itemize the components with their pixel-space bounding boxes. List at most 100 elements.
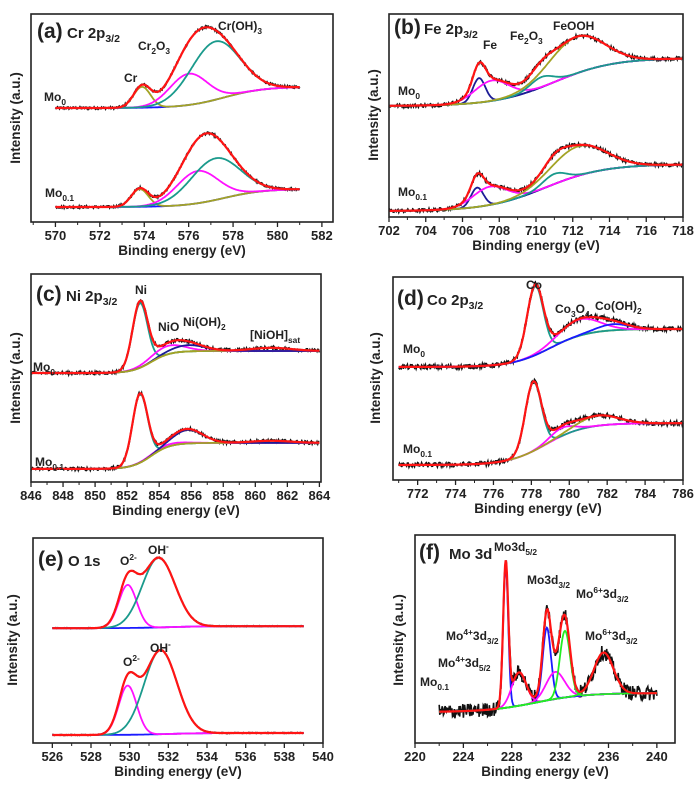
- x-tick-label: 530: [119, 749, 141, 764]
- background-line: [398, 422, 683, 466]
- x-tick-label: 850: [84, 488, 106, 503]
- peak-annotation-part: 2: [524, 36, 529, 46]
- peak-annotation-part: Mo3d: [527, 573, 558, 587]
- peak-annotation-part: 3d: [473, 629, 487, 643]
- plot-frame: [30, 13, 334, 223]
- plot-frame: [30, 273, 322, 483]
- sample-label-part: Mo: [403, 342, 420, 356]
- spectra: [54, 24, 301, 211]
- x-tick-label: 852: [116, 488, 138, 503]
- sample-label-part: Mo: [45, 186, 62, 200]
- x-tick-label: 782: [596, 486, 618, 501]
- peak-annotation-part: 3d: [465, 656, 479, 670]
- fit-line: [52, 649, 304, 737]
- x-tick-label: 532: [157, 749, 179, 764]
- panel-e: 526 528 530 532 534 536 538 540 Binding energy (…: [5, 537, 334, 779]
- spectra: [52, 556, 304, 737]
- sample-label-part: 0: [61, 97, 66, 107]
- peak-annotation-part: Mo: [576, 587, 593, 601]
- x-tick-label: 534: [196, 749, 218, 764]
- experimental-data-line: [30, 390, 320, 473]
- peak-annotation-part: 3: [538, 36, 543, 46]
- fit-line: [398, 380, 683, 467]
- panel-title: Cr 2p3/2: [67, 25, 120, 45]
- x-tick-label: 526: [41, 749, 63, 764]
- experimental-data-line: [52, 649, 304, 737]
- x-tick-label: 576: [178, 228, 200, 243]
- sample-label-part: 0.1: [415, 192, 427, 202]
- x-axis-title: Binding energy (eV): [481, 764, 609, 779]
- peak-annotation-part: 2-: [132, 653, 140, 663]
- peak-annotation: Mo3d3/2: [527, 573, 570, 590]
- peak-annotation-part: Co: [555, 302, 571, 316]
- x-tick-label: 536: [235, 749, 257, 764]
- peak-annotation-part: O: [576, 302, 585, 316]
- peak-annotation-part: sat: [288, 335, 300, 345]
- fit-line: [31, 299, 320, 375]
- peak-annotation-part: Cr: [138, 39, 152, 53]
- peak-annotation: [NiOH]sat: [250, 328, 300, 345]
- x-tick-label: 702: [378, 223, 400, 238]
- component-line: [52, 684, 304, 736]
- sample-label-part: 0: [420, 349, 425, 359]
- y-axis-title: Intensity (a.u.): [8, 332, 23, 424]
- sample-label: Mo0: [403, 342, 425, 359]
- peak-annotation-part: 3/2: [487, 636, 499, 646]
- peak-annotation-part: Co(OH): [595, 299, 637, 313]
- plot-frame: [388, 13, 684, 218]
- panel-title-part: 3/2: [469, 300, 484, 312]
- peak-annotation-part: -: [168, 639, 171, 649]
- peak-annotation-part: OH: [148, 543, 166, 557]
- peak-annotation-part: Mo: [446, 629, 463, 643]
- peak-annotation-part: 3d: [603, 587, 617, 601]
- panel-title-part: Ni 2p: [66, 288, 103, 305]
- peak-annotation: Fe: [483, 38, 497, 52]
- sample-label-part: Mo: [398, 84, 415, 98]
- component-line: [389, 34, 683, 107]
- panel-title: Ni 2p3/2: [66, 288, 117, 308]
- peak-annotation-part: -: [166, 541, 169, 551]
- x-tick-label: 706: [452, 223, 474, 238]
- sample-label-part: Mo: [420, 675, 437, 689]
- peak-annotation-part: Fe: [510, 29, 524, 43]
- peak-annotation: O2-: [120, 552, 137, 568]
- component-line: [389, 163, 684, 212]
- peak-annotation-part: 4+: [463, 627, 473, 637]
- x-tick-label: 570: [45, 228, 67, 243]
- peak-annotation-part: Co: [526, 278, 542, 292]
- peak-annotation: Co: [526, 278, 542, 292]
- fit-line: [31, 392, 320, 470]
- spectra: [30, 298, 321, 473]
- panel-title-part: Mo 3d: [449, 546, 492, 563]
- x-tick-label: 582: [311, 228, 333, 243]
- background-line: [31, 442, 320, 470]
- y-axis-title: Intensity (a.u.): [5, 594, 20, 686]
- fit-line: [439, 560, 657, 713]
- peak-annotation-part: Mo: [438, 656, 455, 670]
- sample-label-part: 0.1: [52, 462, 64, 472]
- peak-annotation-part: Ni(OH): [183, 315, 221, 329]
- fit-line: [398, 283, 683, 368]
- peak-annotation-part: Ni: [135, 283, 147, 297]
- component-line: [31, 429, 320, 470]
- peak-annotation: NiO: [158, 320, 179, 334]
- x-tick-label: 854: [148, 488, 170, 503]
- peak-annotation: O2-: [123, 653, 140, 669]
- x-tick-label: 774: [445, 486, 467, 501]
- x-tick-label: 540: [312, 749, 334, 764]
- x-tick-label: 220: [404, 749, 426, 764]
- background-line: [31, 350, 320, 374]
- sample-label: Mo0: [33, 360, 55, 377]
- x-tick-label: 778: [521, 486, 543, 501]
- experimental-data-line: [388, 32, 684, 110]
- component-line: [52, 649, 304, 736]
- x-tick-label: 716: [635, 223, 657, 238]
- peak-annotation-part: 3: [165, 46, 170, 56]
- peak-annotation-part: FeOOH: [553, 19, 594, 33]
- panel-title: Fe 2p3/2: [424, 21, 478, 41]
- x-tick-label: 776: [483, 486, 505, 501]
- peak-annotation-part: [NiOH]: [250, 328, 288, 342]
- fit-line: [389, 34, 683, 107]
- peak-annotation: FeOOH: [553, 19, 594, 33]
